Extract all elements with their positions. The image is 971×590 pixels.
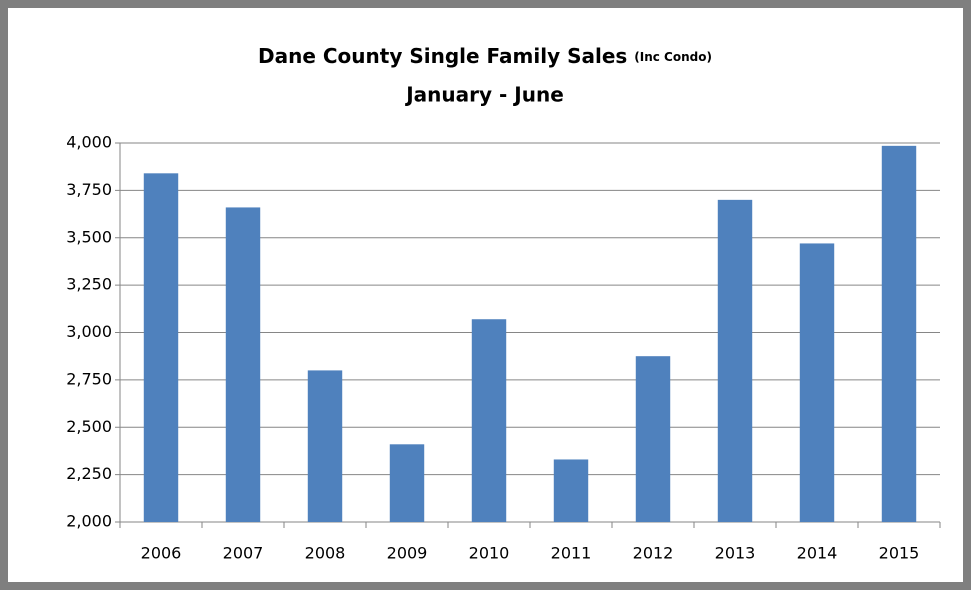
bar — [225, 207, 261, 522]
x-tick-label: 2007 — [223, 544, 264, 563]
bar — [553, 459, 589, 522]
y-tick-label: 2,750 — [66, 369, 112, 388]
y-tick-label: 3,750 — [66, 180, 112, 199]
y-tick-label: 3,000 — [66, 322, 112, 341]
x-tick-label: 2011 — [551, 544, 592, 563]
bar — [881, 145, 917, 522]
bar — [143, 173, 179, 522]
y-tick-label: 4,000 — [66, 133, 112, 152]
bar — [799, 243, 835, 522]
x-tick-label: 2014 — [797, 544, 838, 563]
bar — [471, 319, 507, 522]
x-tick-label: 2010 — [469, 544, 510, 563]
chart-title: Dane County Single Family Sales (Inc Con… — [258, 44, 712, 68]
bar — [307, 370, 343, 522]
x-tick-label: 2006 — [141, 544, 182, 563]
x-tick-label: 2008 — [305, 544, 346, 563]
bar — [635, 356, 671, 522]
title-main: Dane County Single Family Sales — [258, 44, 627, 68]
y-tick-label: 3,500 — [66, 227, 112, 246]
bar — [717, 199, 753, 522]
chart-subtitle: January - June — [404, 83, 564, 107]
y-tick-label: 2,000 — [66, 512, 112, 531]
bar — [389, 444, 425, 522]
x-tick-label: 2012 — [633, 544, 674, 563]
y-tick-label: 2,250 — [66, 464, 112, 483]
x-tick-label: 2015 — [879, 544, 920, 563]
y-tick-label: 2,500 — [66, 417, 112, 436]
x-tick-label: 2009 — [387, 544, 428, 563]
title-note: (Inc Condo) — [634, 50, 712, 64]
x-tick-label: 2013 — [715, 544, 756, 563]
y-tick-label: 3,250 — [66, 275, 112, 294]
